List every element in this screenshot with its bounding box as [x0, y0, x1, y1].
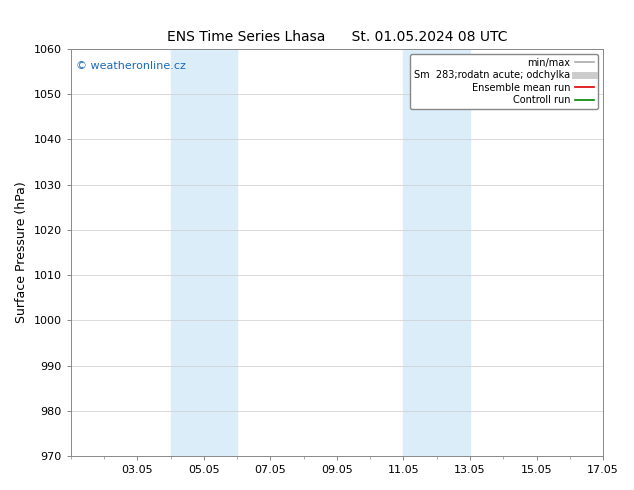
Text: © weatheronline.cz: © weatheronline.cz	[76, 61, 186, 71]
Bar	[171, 49, 237, 456]
Legend: min/max, Sm  283;rodatn acute; odchylka, Ensemble mean run, Controll run: min/max, Sm 283;rodatn acute; odchylka, …	[410, 54, 598, 109]
Bar	[403, 49, 470, 456]
Title: ENS Time Series Lhasa      St. 01.05.2024 08 UTC: ENS Time Series Lhasa St. 01.05.2024 08 …	[167, 30, 507, 44]
Y-axis label: Surface Pressure (hPa): Surface Pressure (hPa)	[15, 182, 28, 323]
